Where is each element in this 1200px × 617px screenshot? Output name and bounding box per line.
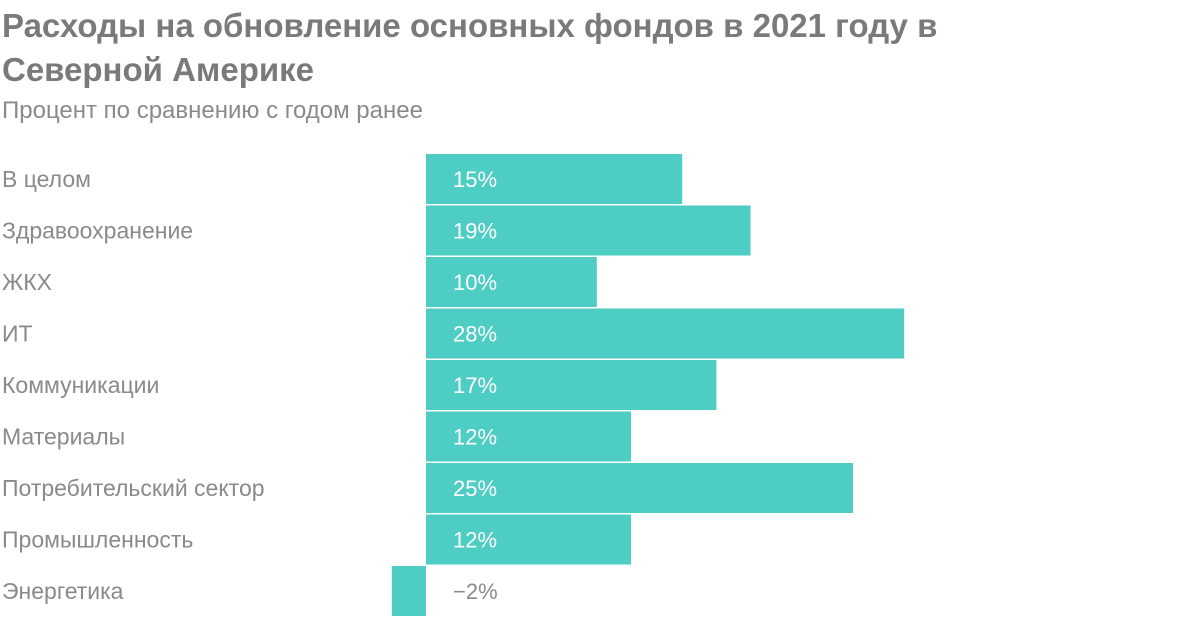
bar: [391, 566, 426, 616]
bar: [426, 360, 717, 410]
value-label: −2%: [453, 579, 498, 604]
bar: [426, 411, 631, 462]
value-label: 12%: [453, 425, 497, 450]
chart-subtitle: Процент по сравнению с годом ранее: [2, 97, 423, 124]
category-labels: В целом Здравоохранение ЖКХ ИТ Коммуникации М…: [2, 166, 265, 604]
category-label: Промышленность: [2, 527, 193, 553]
category-label: Потребительский сектор: [2, 475, 265, 501]
category-label: ИТ: [2, 321, 33, 347]
bar: [426, 463, 853, 513]
category-label: Здравоохранение: [2, 218, 193, 244]
value-label: 12%: [453, 528, 497, 553]
bar: [426, 257, 597, 307]
value-label: 15%: [453, 167, 497, 192]
category-label: Материалы: [2, 424, 125, 450]
chart-title: Расходы на обновление основных фондов в …: [2, 7, 938, 88]
value-labels: 15% 19% 10% 28% 17% 12% 25% 12% −2%: [453, 167, 498, 604]
bar: [426, 154, 683, 204]
value-label: 17%: [453, 373, 497, 398]
bar: [426, 514, 631, 565]
value-label: 28%: [453, 322, 497, 347]
bars: [391, 154, 905, 616]
category-label: Коммуникации: [2, 372, 159, 398]
category-label: ЖКХ: [2, 269, 52, 295]
value-label: 25%: [453, 476, 497, 501]
bar: [426, 205, 751, 256]
bar: [426, 308, 905, 359]
category-label: Энергетика: [2, 578, 124, 604]
category-label: В целом: [2, 166, 91, 192]
value-label: 19%: [453, 219, 497, 244]
value-label: 10%: [453, 270, 497, 295]
